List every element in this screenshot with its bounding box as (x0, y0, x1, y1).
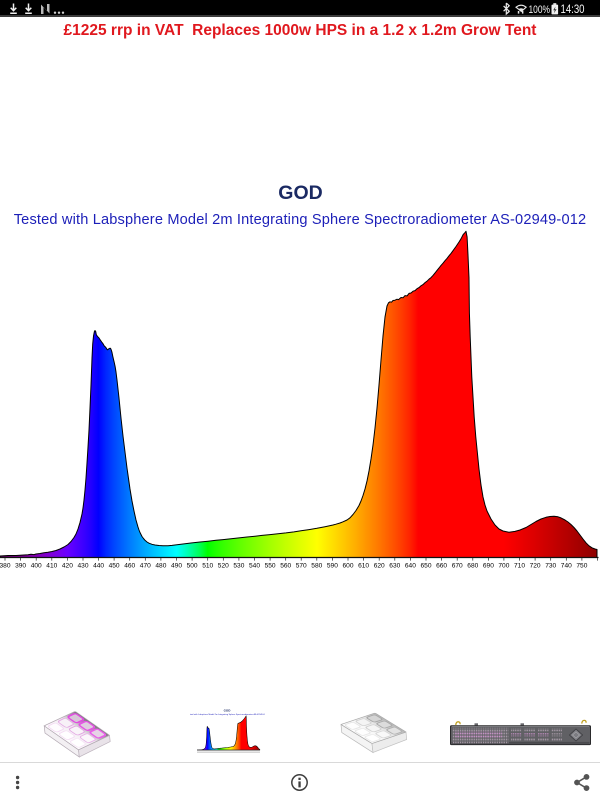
svg-text:470: 470 (140, 563, 151, 570)
svg-text:100%: 100% (529, 4, 551, 16)
svg-text:540: 540 (249, 563, 260, 570)
svg-text:700: 700 (498, 563, 509, 570)
svg-text:440: 440 (93, 563, 104, 570)
svg-text:630: 630 (389, 563, 400, 570)
svg-text:550: 550 (265, 563, 276, 570)
svg-text:480: 480 (155, 563, 166, 570)
svg-text:Tested with Labsphere Model 2m: Tested with Labsphere Model 2m Integrati… (190, 713, 265, 716)
svg-text:660: 660 (436, 563, 447, 570)
svg-text:560: 560 (280, 563, 291, 570)
svg-text:390: 390 (15, 563, 26, 570)
svg-text:580: 580 (311, 563, 322, 570)
svg-text:420: 420 (62, 563, 73, 570)
svg-text:380: 380 (0, 563, 11, 570)
svg-text:640: 640 (405, 563, 416, 570)
svg-text:680: 680 (467, 563, 478, 570)
svg-text:650: 650 (420, 563, 431, 570)
svg-text:750: 750 (576, 563, 587, 570)
svg-text:510: 510 (202, 563, 213, 570)
svg-text:570: 570 (296, 563, 307, 570)
svg-text:400: 400 (31, 563, 42, 570)
svg-text:610: 610 (358, 563, 369, 570)
svg-text:690: 690 (483, 563, 494, 570)
svg-text:14:30: 14:30 (561, 2, 585, 16)
svg-text:520: 520 (218, 563, 229, 570)
svg-text:GOD: GOD (224, 709, 232, 713)
svg-text:590: 590 (327, 563, 338, 570)
svg-text:450: 450 (109, 563, 120, 570)
svg-text:460: 460 (124, 563, 135, 570)
svg-text:730: 730 (545, 563, 556, 570)
svg-text:720: 720 (530, 563, 541, 570)
svg-text:490: 490 (171, 563, 182, 570)
svg-text:600: 600 (342, 563, 353, 570)
svg-text:410: 410 (46, 563, 57, 570)
svg-text:500: 500 (187, 563, 198, 570)
svg-text:430: 430 (77, 563, 88, 570)
svg-text:530: 530 (233, 563, 244, 570)
svg-text:620: 620 (374, 563, 385, 570)
svg-text:710: 710 (514, 563, 525, 570)
svg-text:740: 740 (561, 563, 572, 570)
svg-text:670: 670 (452, 563, 463, 570)
